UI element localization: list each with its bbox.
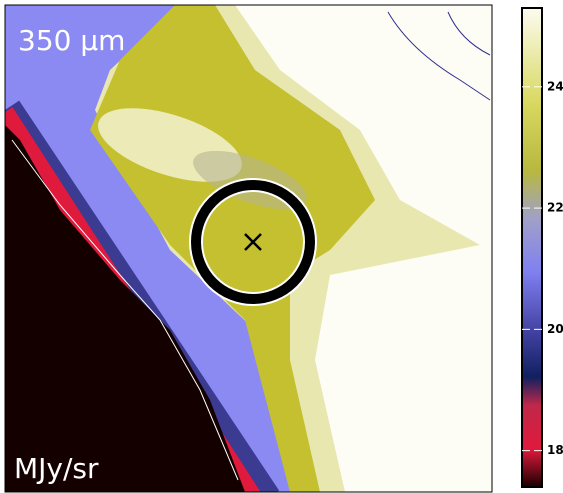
contour-line <box>387 11 491 101</box>
contour-line <box>447 11 491 56</box>
unit-label: MJy/sr <box>14 452 99 485</box>
aperture <box>191 180 315 304</box>
colorbar-tick-label: 24 <box>547 79 563 93</box>
map-dark-region <box>5 125 245 492</box>
contour-line <box>11 139 239 481</box>
colorbar-tick-label: 20 <box>547 322 563 336</box>
colorbar-tick-label: 18 <box>547 443 563 457</box>
wavelength-label: 350 μm <box>18 24 125 57</box>
colorbar <box>521 7 543 488</box>
map-lavender <box>5 5 310 492</box>
colorbar-tick-label: 22 <box>547 201 563 215</box>
map: 350 μm MJy/sr <box>5 5 492 492</box>
source-marker <box>244 233 262 251</box>
map-frame <box>4 4 493 493</box>
